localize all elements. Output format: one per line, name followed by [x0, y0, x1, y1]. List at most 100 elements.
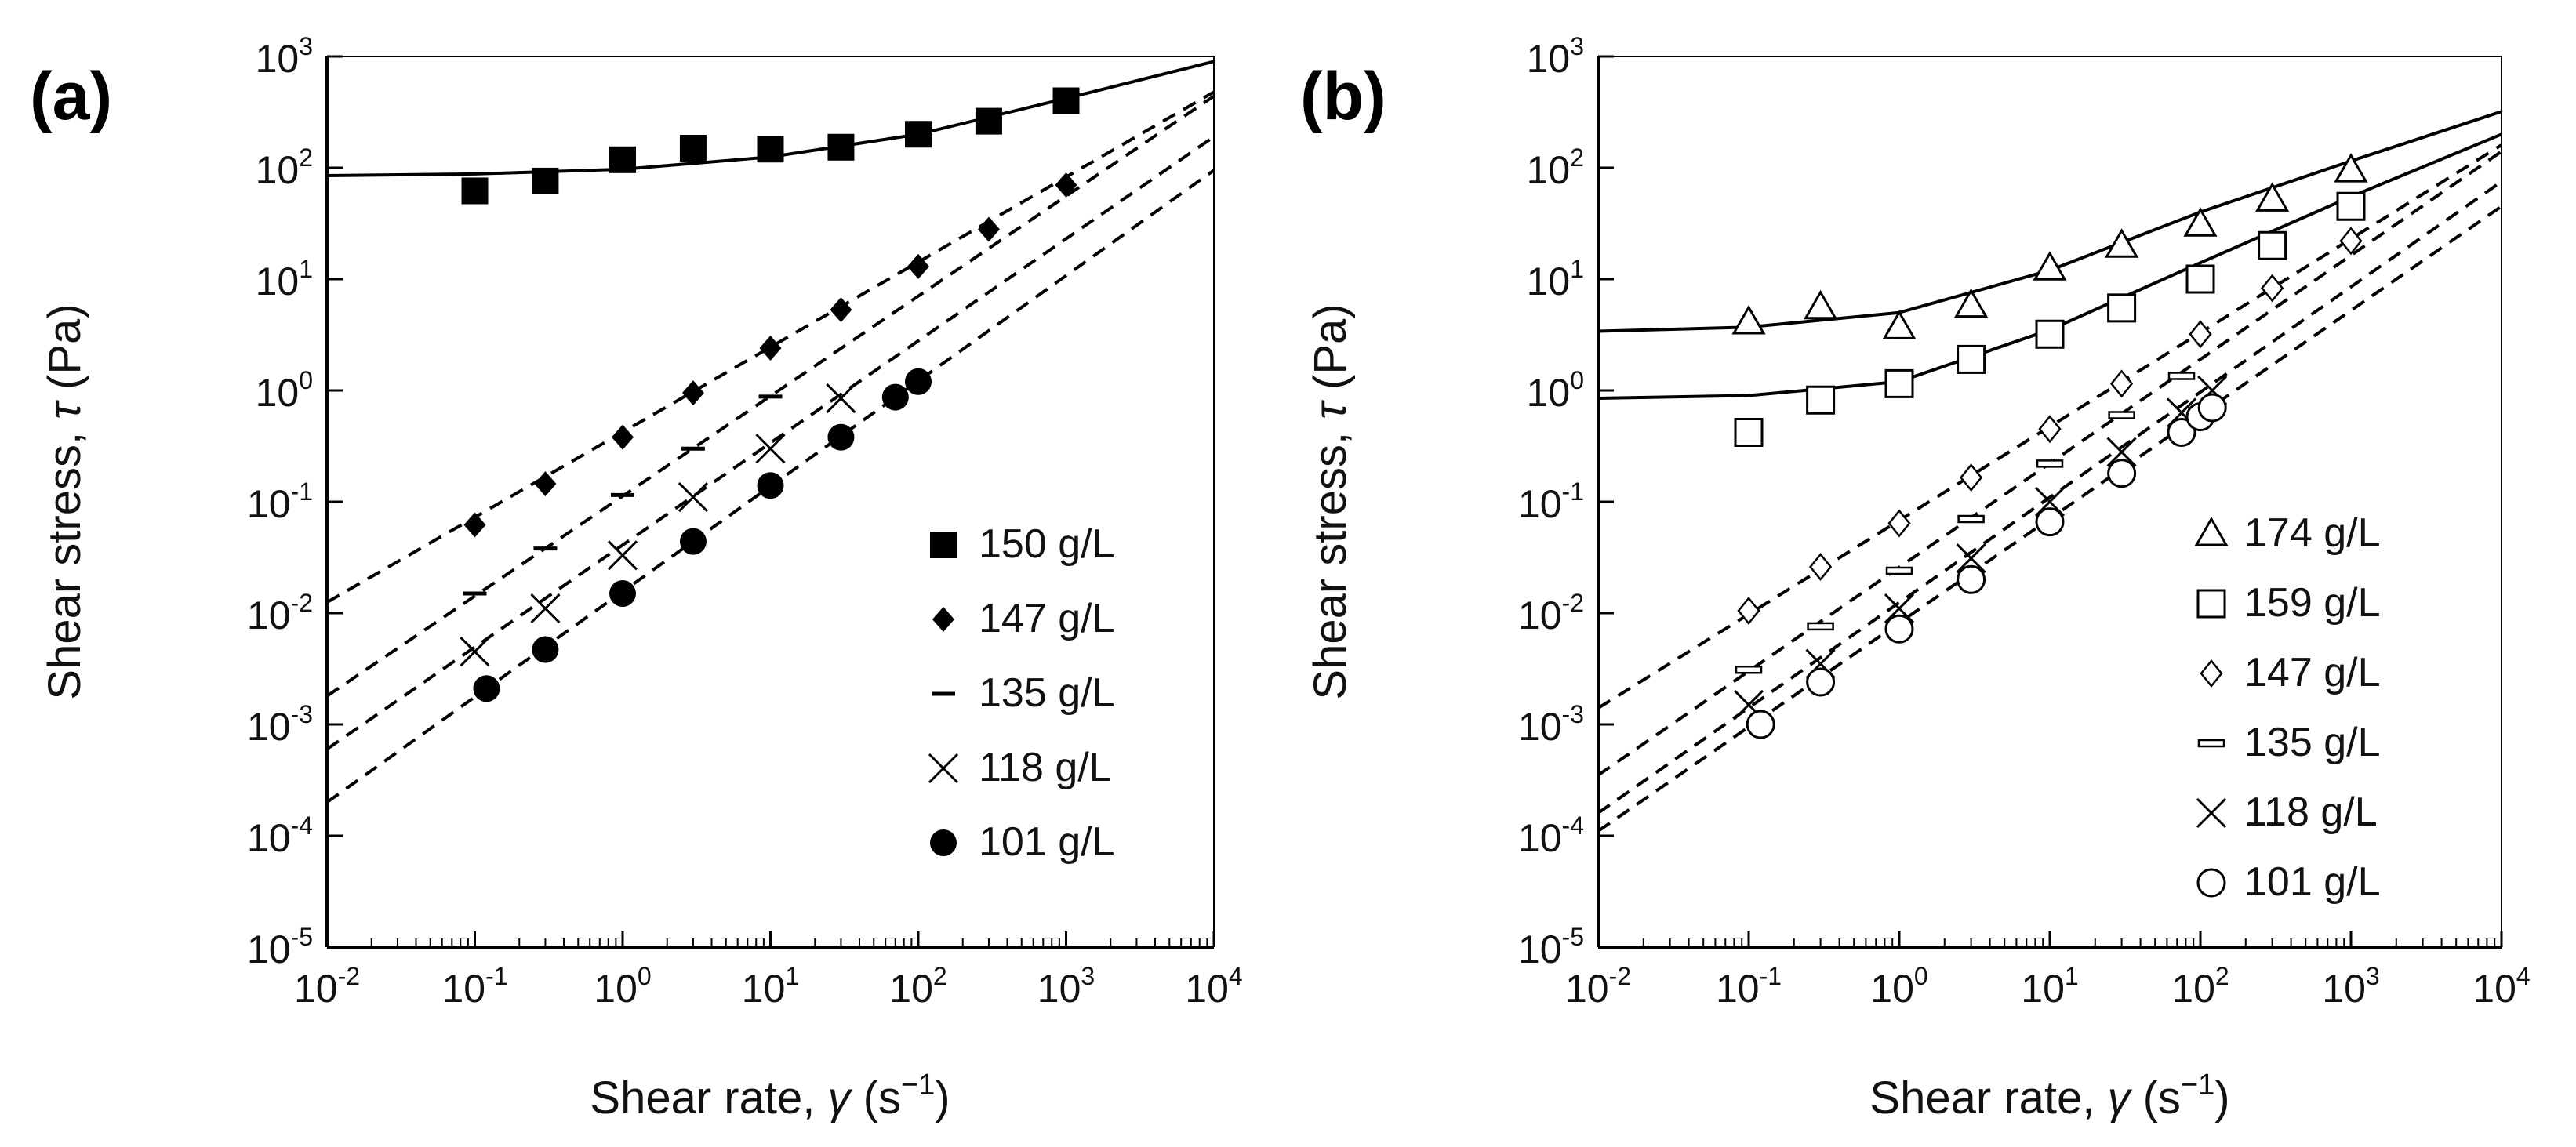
x-tick-label: 10-2 [294, 962, 360, 1011]
x-axis-title: Shear rate, γ (s−1) [590, 1069, 950, 1123]
data-point [1956, 543, 1986, 574]
data-point [2167, 372, 2196, 380]
data-point [2038, 415, 2062, 444]
data-point [1806, 385, 1836, 415]
y-tick-label: 100 [1527, 366, 1584, 415]
y-tick-label: 103 [256, 32, 313, 81]
legend-marker [2196, 868, 2226, 898]
series-118-g-l [460, 383, 856, 667]
data-point [757, 472, 784, 499]
data-point [2260, 274, 2284, 303]
fit-line-118-g-l [1598, 180, 2502, 815]
data-point [2105, 228, 2139, 258]
y-tick-label: 10-1 [1518, 477, 1584, 526]
data-point [2106, 437, 2137, 467]
x-tick-label: 100 [1870, 962, 1927, 1011]
data-point [1804, 289, 1838, 320]
data-point [2035, 319, 2065, 349]
data-point [2107, 293, 2137, 323]
legend-marker [930, 532, 957, 558]
data-point [460, 637, 490, 667]
fit-line-135-g-l [327, 94, 1214, 698]
legend-label: 118 g/L [2244, 789, 2378, 835]
data-point [2108, 411, 2135, 419]
data-point [679, 528, 707, 555]
x-tick-label: 102 [2171, 962, 2229, 1011]
y-tick-label: 10-5 [1518, 923, 1584, 971]
data-point [2336, 191, 2366, 221]
y-tick-label: 102 [256, 143, 313, 192]
legend-label: 135 g/L [2244, 720, 2381, 765]
data-point [1884, 368, 1914, 398]
series-159-g-l [1734, 191, 2366, 447]
data-point [532, 636, 559, 663]
data-point [609, 579, 636, 607]
data-point [681, 380, 704, 406]
data-point [905, 121, 932, 148]
data-point [1957, 344, 1986, 374]
legend-marker [2194, 516, 2229, 546]
data-point [463, 512, 486, 538]
y-tick-label: 10-3 [247, 700, 313, 749]
x-tick-label: 103 [2322, 962, 2379, 1011]
data-point [1807, 622, 1834, 631]
y-tick-label: 10-2 [1518, 589, 1584, 637]
data-point [2036, 459, 2064, 468]
y-tick-label: 101 [256, 255, 313, 303]
data-point [473, 675, 500, 702]
legend-label: 118 g/L [979, 745, 1112, 790]
series-101-g-l [1746, 393, 2227, 739]
data-point [757, 136, 784, 163]
data-point [1734, 417, 1764, 447]
data-point [532, 167, 559, 194]
data-point [826, 383, 856, 414]
y-tick-label: 10-5 [247, 923, 313, 971]
x-tick-label: 10-2 [1565, 962, 1631, 1011]
legend-marker [2200, 659, 2223, 688]
legend-marker [2196, 589, 2226, 619]
data-point [679, 134, 707, 162]
data-point [977, 216, 1000, 242]
legend-marker [2196, 797, 2227, 829]
y-tick-label: 10-4 [247, 811, 313, 860]
series-174-g-l [1731, 153, 2368, 339]
data-point [1887, 509, 1911, 538]
x-tick-label: 101 [742, 962, 799, 1011]
y-axis-title: Shear stress, τ (Pa) [1305, 303, 1356, 699]
data-point [1808, 553, 1833, 582]
x-tick-label: 10-1 [441, 962, 507, 1011]
legend-marker [932, 607, 954, 632]
data-point [1731, 304, 1766, 335]
data-point [830, 297, 852, 323]
x-tick-label: 10-1 [1716, 962, 1782, 1011]
chart-panel-b: (b) 10-2 10-1 100 101 102 103 104 10-5 10-4 10-3 10… [1300, 32, 2531, 1123]
x-tick-label: 104 [1185, 962, 1242, 1011]
data-point [2183, 207, 2218, 237]
data-point [1737, 597, 1760, 625]
data-point [1957, 514, 1985, 524]
series-150-g-l [461, 87, 1080, 205]
data-point [975, 107, 1002, 135]
legend-label: 150 g/L [979, 521, 1115, 567]
data-point [1055, 172, 1077, 198]
x-tick-label: 102 [889, 962, 946, 1011]
data-point [612, 424, 634, 450]
fit-line-118-g-l [327, 135, 1214, 751]
data-point [2339, 227, 2363, 256]
data-point [530, 593, 561, 624]
data-point [2109, 369, 2134, 398]
data-point [2035, 507, 2065, 537]
series-147-g-l [463, 172, 1077, 538]
y-tick-label: 10-1 [247, 477, 313, 526]
data-point [1882, 310, 1917, 339]
y-tick-label: 100 [256, 366, 313, 415]
series-101-g-l [473, 368, 932, 702]
data-point [907, 253, 929, 279]
data-point [1884, 614, 1914, 644]
data-point [1959, 463, 1983, 492]
legend-label: 147 g/L [979, 596, 1115, 641]
x-tick-label: 101 [2021, 962, 2078, 1011]
series-135-g-l [463, 394, 783, 596]
legend: 150 g/L 147 g/L 135 g/L 118 g/L 101 g/L [928, 521, 1115, 865]
